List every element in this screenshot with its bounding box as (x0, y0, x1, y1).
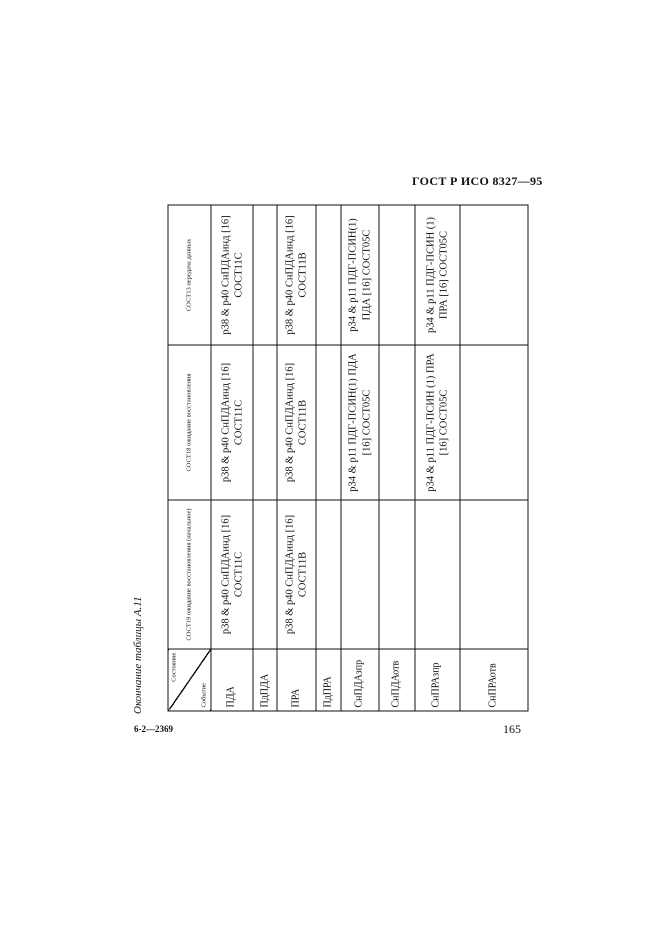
table-cell (316, 205, 342, 345)
table-cell: p34 & p11 ПДГ-ПСИН(1) ПДА [16] СОСТ05С (341, 345, 379, 500)
table-cell (459, 205, 528, 345)
standard-header: ГОСТ Р ИСО 8327—95 (412, 174, 543, 188)
page-number: 165 (503, 722, 521, 736)
table-cell: p38 & p40 СнПДАинд [16] СОСТ11С (211, 500, 254, 649)
event-cell: СнПДАзпр (341, 649, 379, 711)
table-cell (378, 500, 415, 649)
table-container: Состояние Событие СОСТ19 ожидание восста… (168, 205, 529, 712)
column-header: СОСТ18 ожидание восстановления (168, 345, 212, 500)
table-cell: p38 & p40 СнПДАинд [16] СОСТ11С (211, 345, 254, 500)
table-cell (253, 205, 278, 345)
table-row: СнПДАотв (378, 205, 415, 711)
table-cell (378, 205, 415, 345)
table-cell (414, 500, 460, 649)
column-header: СОСТ19 ожидание восстановления (начально… (168, 500, 212, 649)
table-row: ПДА p38 & p40 СнПДАинд [16] СОСТ11С p38 & … (211, 205, 254, 711)
table-cell (378, 345, 415, 500)
table-cell: p38 & p40 СнПДАинд [16] СОСТ11В (277, 500, 317, 649)
corner-state-label: Состояние (170, 652, 178, 682)
table-cell (459, 345, 528, 500)
table-row: ПдПДА (253, 205, 278, 711)
event-cell: ПРА (277, 649, 317, 711)
table-cell (341, 500, 379, 649)
transition-table: Состояние Событие СОСТ19 ожидание восста… (168, 205, 529, 712)
table-row: ПРА p38 & p40 СнПДАинд [16] СОСТ11В p38 & … (277, 205, 317, 711)
event-cell: СнПДАотв (378, 649, 415, 711)
table-cell: p38 & p40 СнПДАинд [16] СОСТ11В (277, 345, 317, 500)
table-cell (253, 345, 278, 500)
event-cell: ПдПДА (253, 649, 278, 711)
event-cell: ПДА (211, 649, 254, 711)
table-caption: Окончание таблицы А.11 (132, 596, 144, 714)
table-cell: p38 & p40 СнПДАинд [16] СОСТ11В (277, 205, 317, 345)
corner-event-label: Событие (200, 683, 208, 708)
table-row: СнПДАзпр p34 & p11 ПДГ-ПСИН(1) ПДА [16] С… (341, 205, 379, 711)
table-cell (253, 500, 278, 649)
table-row: ПдПРА (316, 205, 342, 711)
table-cell (459, 500, 528, 649)
table-cell: p34 & p11 ПДГ-ПСИН(1) ПДА [16] СОСТ05С (341, 205, 379, 345)
corner-cell: Состояние Событие (168, 649, 212, 711)
table-cell (316, 345, 342, 500)
table-row: СнПРАзпр p34 & p11 ПДГ-ПСИН (1) ПРА [16] … (414, 205, 460, 711)
print-code: 6-2—2369 (134, 724, 173, 734)
column-header: СОСТ13 передача данных (168, 205, 212, 345)
table-cell: p38 & p40 СнПДАинд [16] СОСТ11С (211, 205, 254, 345)
table-cell: p34 & p11 ПДГ-ПСИН (1) ПРА [16] СОСТ05С (414, 345, 460, 500)
event-cell: ПдПРА (316, 649, 342, 711)
event-cell: СнПРАотв (459, 649, 528, 711)
table-cell: p34 & p11 ПДГ-ПСИН (1) ПРА [16] СОСТ05С (414, 205, 460, 345)
header-row: Состояние Событие СОСТ19 ожидание восста… (168, 205, 212, 711)
table-row: СнПРАотв (459, 205, 528, 711)
table-cell (316, 500, 342, 649)
event-cell: СнПРАзпр (414, 649, 460, 711)
